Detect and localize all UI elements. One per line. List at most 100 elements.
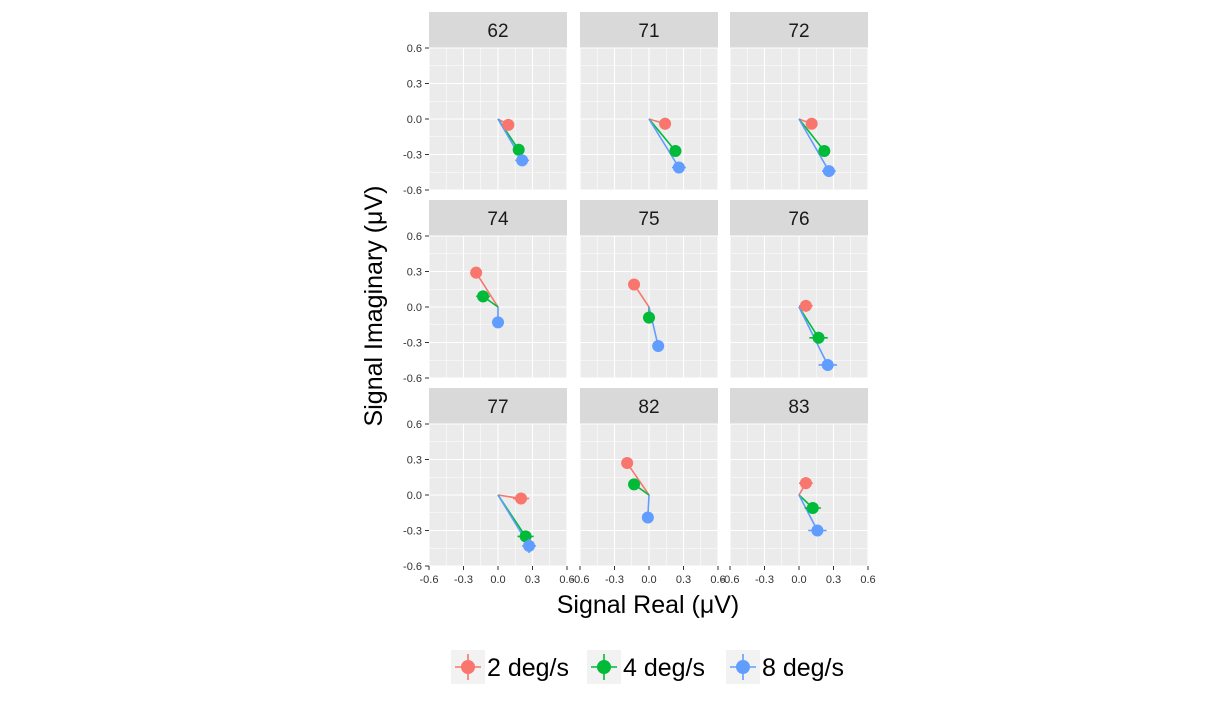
y-tick-label: -0.6: [403, 373, 422, 385]
x-tick-label: 0.6: [710, 574, 725, 586]
facet-strip: [730, 388, 868, 424]
facet-strip: [580, 388, 718, 424]
y-tick-label: -0.3: [403, 526, 422, 538]
facet-panel-75: 75: [579, 200, 719, 379]
facet-strip-label: 76: [788, 209, 809, 230]
y-tick-label: 0.6: [407, 231, 422, 243]
x-tick-label: -0.6: [571, 574, 590, 586]
facet-strip-label: 62: [487, 21, 508, 42]
legend-label: 8 deg/s: [762, 654, 844, 682]
facet-strip-label: 74: [487, 209, 509, 230]
data-point: [523, 539, 536, 552]
facet-strip: [730, 12, 868, 48]
facet-panel-72: 72: [729, 12, 869, 191]
y-tick-label: 0.6: [407, 419, 422, 431]
facet-strip-label: 71: [638, 21, 659, 42]
x-tick-label: 0.3: [676, 574, 691, 586]
x-tick-label: -0.6: [721, 574, 740, 586]
y-tick-label: 0.0: [407, 114, 422, 126]
data-point: [799, 299, 812, 312]
y-axis-title: Signal Imaginary (μV): [360, 186, 388, 427]
y-tick-label: 0.3: [407, 79, 422, 91]
data-point: [669, 144, 682, 157]
x-tick-label: -0.3: [454, 574, 473, 586]
facet-panel-76: 76: [729, 200, 869, 379]
data-point: [799, 477, 812, 490]
facet-strip-label: 75: [638, 209, 659, 230]
y-tick-label: 0.3: [407, 455, 422, 467]
vector-line: [798, 118, 830, 172]
y-tick-label: -0.3: [403, 150, 422, 162]
data-point: [621, 457, 634, 470]
data-point: [502, 118, 515, 131]
y-tick-label: -0.6: [403, 185, 422, 197]
legend-label: 4 deg/s: [623, 654, 705, 682]
x-tick-label: -0.3: [755, 574, 774, 586]
facet-panel-74: 74 0.6 0.3 0.0 -0.3 -0.6: [403, 200, 568, 385]
data-point: [516, 154, 529, 167]
y-tick-label: 0.0: [407, 490, 422, 502]
data-point: [806, 502, 819, 515]
facet-panel-62: 62 0.6 0.3 0.0 -0.3 -0.6: [403, 12, 568, 197]
vector-line: [798, 118, 825, 152]
data-point: [818, 144, 831, 157]
vector-line: [626, 462, 650, 496]
data-point: [512, 143, 525, 156]
x-tick-label: -0.3: [605, 574, 624, 586]
x-tick-label: 0.3: [826, 574, 841, 586]
facet-strip: [429, 388, 567, 424]
panels-layer: 62 0.6 0.3 0.0 -0.3 -0.6 71 72 74 0.6 0.3 0.0 -0.3 -0…: [403, 12, 876, 586]
facet-strip-label: 82: [638, 397, 659, 418]
x-tick-label: 0.0: [641, 574, 656, 586]
legend-key-point: [597, 660, 611, 674]
x-tick-label: -0.6: [420, 574, 439, 586]
y-tick-label: 0.0: [407, 302, 422, 314]
data-point: [821, 358, 834, 371]
vector-line: [798, 494, 819, 531]
x-tick-label: 0.6: [559, 574, 574, 586]
x-axis-title: Signal Real (μV): [557, 591, 740, 619]
data-point: [628, 278, 641, 291]
legend: 2 deg/s 4 deg/s 8 deg/s: [451, 650, 844, 684]
y-tick-label: -0.3: [403, 338, 422, 350]
y-tick-label: -0.6: [403, 561, 422, 573]
data-point: [659, 117, 672, 130]
data-point: [822, 165, 835, 178]
x-tick-label: 0.6: [860, 574, 875, 586]
data-point: [470, 266, 483, 279]
legend-key-point: [736, 660, 750, 674]
facet-strip: [730, 200, 868, 236]
facet-panel-71: 71: [579, 12, 719, 191]
x-tick-label: 0.0: [791, 574, 806, 586]
data-point: [628, 478, 641, 491]
y-tick-label: 0.6: [407, 43, 422, 55]
facet-strip: [580, 12, 718, 48]
facet-panel-77: 77 0.6 0.3 0.0 -0.3 -0.6-0.6 -0.3 0.0 0.3 0.6: [403, 388, 575, 586]
vector-line: [648, 118, 680, 168]
data-point: [477, 290, 490, 303]
y-tick-label: 0.3: [407, 267, 422, 279]
x-tick-label: 0.3: [525, 574, 540, 586]
data-point: [811, 524, 824, 537]
data-point: [812, 331, 825, 344]
legend-label: 2 deg/s: [487, 654, 569, 682]
facet-strip-label: 77: [487, 397, 508, 418]
facet-panel-82: 82 -0.6 -0.3 0.0 0.3 0.6: [571, 388, 726, 586]
data-point: [652, 340, 665, 353]
facet-strip-label: 83: [788, 397, 809, 418]
facet-panel-83: 83 -0.6 -0.3 0.0 0.3 0.6: [721, 388, 876, 586]
data-point: [515, 492, 527, 505]
facet-strip: [580, 200, 718, 236]
x-tick-label: 0.0: [490, 574, 505, 586]
data-point: [805, 117, 818, 130]
data-point: [672, 161, 685, 174]
data-point: [641, 511, 654, 524]
facet-strip: [429, 200, 567, 236]
vector-line: [648, 118, 677, 152]
facet-strip-label: 72: [788, 21, 809, 42]
data-point: [492, 316, 504, 329]
facet-strip: [429, 12, 567, 48]
vector-line: [475, 272, 499, 308]
data-point: [643, 311, 655, 324]
